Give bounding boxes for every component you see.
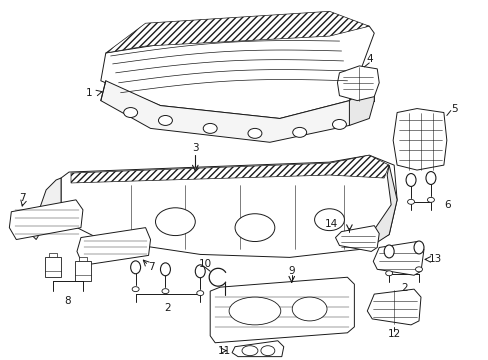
Ellipse shape: [132, 287, 139, 292]
Polygon shape: [392, 109, 446, 170]
Polygon shape: [359, 165, 396, 249]
Polygon shape: [79, 257, 87, 261]
Text: 1: 1: [86, 88, 93, 98]
Polygon shape: [101, 81, 373, 142]
Ellipse shape: [332, 120, 346, 129]
Ellipse shape: [196, 291, 203, 296]
Polygon shape: [105, 11, 368, 53]
Text: 2: 2: [400, 283, 407, 293]
Polygon shape: [31, 178, 61, 239]
Ellipse shape: [385, 271, 392, 276]
Polygon shape: [210, 277, 354, 343]
Ellipse shape: [384, 245, 393, 258]
Text: 13: 13: [428, 255, 441, 264]
Text: 7: 7: [19, 193, 26, 203]
Polygon shape: [101, 19, 373, 118]
Text: 3: 3: [192, 143, 198, 153]
Ellipse shape: [228, 297, 280, 325]
Text: 11: 11: [217, 346, 230, 356]
Ellipse shape: [415, 267, 422, 272]
Ellipse shape: [425, 172, 435, 184]
Text: 8: 8: [64, 296, 71, 306]
Text: 7: 7: [148, 262, 155, 272]
Ellipse shape: [247, 129, 262, 138]
Polygon shape: [49, 253, 57, 257]
Ellipse shape: [292, 297, 326, 321]
Polygon shape: [372, 242, 423, 275]
Text: 14: 14: [324, 219, 337, 229]
Text: 2: 2: [164, 303, 171, 313]
Polygon shape: [337, 66, 379, 100]
Ellipse shape: [155, 208, 195, 235]
Ellipse shape: [158, 116, 172, 125]
Ellipse shape: [130, 261, 141, 274]
Ellipse shape: [235, 214, 274, 242]
Ellipse shape: [427, 197, 433, 202]
Ellipse shape: [261, 346, 274, 356]
Text: 4: 4: [365, 54, 372, 64]
Polygon shape: [232, 341, 283, 357]
Text: 6: 6: [443, 200, 449, 210]
Ellipse shape: [413, 241, 423, 254]
Ellipse shape: [160, 263, 170, 276]
Ellipse shape: [314, 209, 344, 231]
Ellipse shape: [123, 108, 137, 117]
Polygon shape: [366, 289, 420, 325]
Polygon shape: [71, 155, 388, 183]
Ellipse shape: [405, 174, 415, 186]
Text: 9: 9: [288, 266, 294, 276]
Polygon shape: [77, 228, 150, 265]
Ellipse shape: [407, 199, 414, 204]
Polygon shape: [9, 200, 83, 239]
Polygon shape: [75, 261, 91, 281]
Ellipse shape: [292, 127, 306, 137]
Polygon shape: [61, 155, 396, 257]
Text: 12: 12: [386, 329, 400, 339]
Ellipse shape: [203, 123, 217, 133]
Text: 5: 5: [450, 104, 456, 113]
Polygon shape: [335, 226, 379, 251]
Ellipse shape: [195, 265, 205, 278]
Ellipse shape: [162, 289, 168, 294]
Polygon shape: [45, 257, 61, 277]
Text: 10: 10: [198, 259, 211, 269]
Polygon shape: [349, 81, 373, 125]
Ellipse shape: [242, 346, 257, 356]
